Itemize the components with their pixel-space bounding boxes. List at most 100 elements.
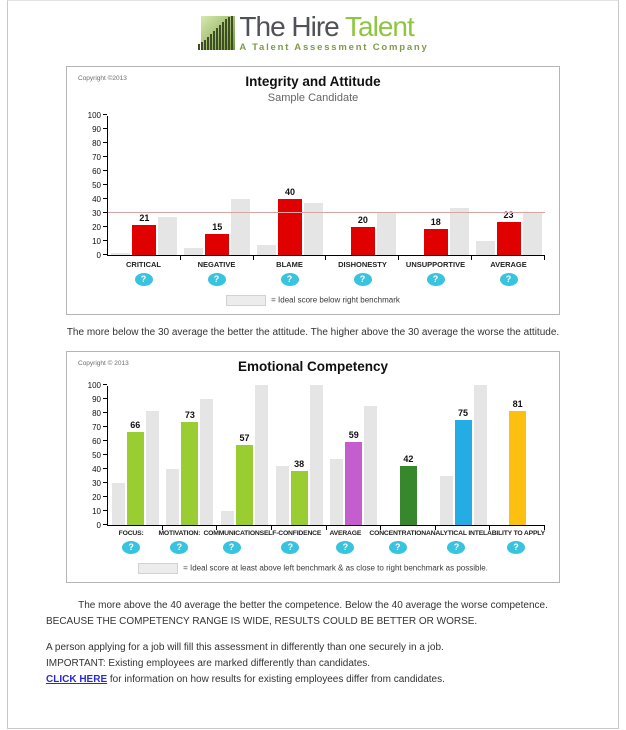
emotional-competency-chart: Copyright © 2013 Emotional Competency 0 1… [66,350,560,583]
help-icon[interactable]: ? [506,540,525,554]
y-axis-tick-label: 90 [92,394,101,404]
category-label: SELF-CONFIDENCE? [259,529,322,554]
legend-text: = Ideal score at least above left benchm… [183,563,488,573]
help-icon[interactable]: ? [222,540,241,554]
left-benchmark-bar [111,253,131,255]
y-axis-tick-label: 90 [92,124,101,134]
y-axis-tick-label: 50 [92,180,101,190]
category-label-text: SELF-CONFIDENCE [259,529,322,537]
bar-value-label: 42 [403,453,414,464]
help-icon[interactable]: ? [426,272,445,286]
y-axis-tick [103,495,107,497]
plot-area: 21 15 40 20 18 23 [103,113,545,260]
score-bar: 75 [454,408,472,525]
y-axis-tick-label: 30 [92,478,101,488]
left-benchmark-bar [184,247,204,255]
category-label: NEGATIVE? [180,260,253,286]
y-axis-tick-label: 100 [87,380,101,390]
click-here-link[interactable]: CLICK HERE [46,673,108,685]
report-page: The Hire Talent A Talent Assessment Comp… [7,0,619,729]
bar-value-label: 21 [139,213,150,224]
help-icon[interactable]: ? [281,540,300,554]
help-icon[interactable]: ? [122,540,141,554]
integrity-attitude-chart: Copyright ©2013 Integrity and Attitude S… [66,65,560,315]
score-bar: 18 [423,217,448,255]
help-icon[interactable]: ? [353,272,372,286]
score-bar: 81 [509,399,527,525]
y-axis-tick [103,509,107,511]
help-icon[interactable]: ? [134,272,153,286]
category-label: BLAME? [253,260,326,286]
score-bar: 57 [236,433,254,525]
bar-value-label: 75 [458,407,469,418]
right-benchmark-bar [309,384,323,525]
y-axis-tick [103,225,107,227]
help-icon[interactable]: ? [447,540,466,554]
applying-note: A person applying for a job will fill th… [46,641,444,653]
legend-swatch [138,562,179,574]
category-label-text: ANALYTICAL INTEL [425,529,487,537]
y-axis-tick [103,183,107,185]
category-label-text: UNSUPPORTIVE [405,259,466,269]
attitude-note: The more below the 30 average the better… [66,326,560,338]
right-benchmark-bar [145,411,159,525]
help-icon[interactable]: ? [207,272,226,286]
y-axis-tick [103,439,107,441]
y-axis-tick [103,467,107,469]
legend-text: = Ideal score below right benchmark [271,295,400,305]
link-line: CLICK HERE for information on how result… [46,672,580,688]
bar-value-label: 73 [184,410,195,421]
category-label: AVERAGE? [321,530,369,554]
left-benchmark-bar [166,468,180,525]
y-axis-tick [103,523,107,525]
logo-text: The Hire Talent A Talent Assessment Comp… [239,13,428,53]
help-icon[interactable]: ? [170,540,189,554]
right-benchmark-bar [522,212,542,255]
category-label: UNSUPPORTIVE? [399,260,472,286]
bar-group: 66 [108,386,163,530]
y-axis-tick [103,211,107,213]
y-axis-tick-label: 20 [92,222,101,232]
y-axis: 0 10 20 30 40 50 60 70 80 90 100 [81,381,107,530]
logo-title: The Hire Talent [239,13,428,41]
y-axis-tick-label: 10 [92,236,101,246]
bar-groups: 21 15 40 20 18 23 [108,116,545,260]
right-benchmark-bar [304,202,324,255]
important-note: IMPORTANT: Existing employees are marked… [46,657,371,669]
logo-title-accent: Talent [345,11,415,42]
plot-region: 0 10 20 30 40 50 60 70 80 90 100 21 15 40 20 18 23 [81,111,551,260]
bar-value-label: 15 [212,221,223,232]
bar-group: 18 [399,116,472,260]
link-line-rest: for information on how results for exist… [107,673,445,685]
bar-group: 59 [327,386,382,530]
bar-value-label: 57 [239,432,250,443]
category-label-text: ABILITY TO APPLY [486,529,545,537]
bar-groups: 66 73 57 38 59 42 75 81 [108,384,545,530]
y-axis-tick [103,481,107,483]
right-benchmark-bar [473,384,487,525]
help-icon[interactable]: ? [280,272,299,286]
spacer [46,630,580,640]
plot-area: 66 73 57 38 59 42 75 81 [103,383,545,530]
category-label: ANALYTICAL INTEL? [426,530,487,554]
y-axis-tick-label: 10 [92,506,101,516]
help-icon[interactable]: ? [336,540,355,554]
bar-group: 21 [108,116,181,260]
bar-group: 40 [254,116,327,260]
plot-region: 0 10 20 30 40 50 60 70 80 90 100 66 73 57 38 59 42 75 81 [81,381,551,530]
help-icon[interactable]: ? [388,540,407,554]
category-label: MOTIVATION:? [155,530,203,554]
bar-value-label: 23 [503,210,514,221]
category-label: CRITICAL? [107,260,180,286]
y-axis-tick [103,239,107,241]
bar-group: 20 [326,116,400,260]
score-bar: 59 [345,430,363,525]
left-benchmark-bar [275,465,289,525]
category-label-text: BLAME [276,259,303,269]
left-benchmark-bar [439,475,453,525]
bar-value-label: 38 [294,459,305,470]
x-axis-labels: FOCUS:? MOTIVATION:? COMMUNICATION? SELF-CO… [107,530,545,554]
right-benchmark-bar [158,216,178,255]
copyright-notice: Copyright ©2013 [78,74,127,82]
help-icon[interactable]: ? [499,272,518,286]
